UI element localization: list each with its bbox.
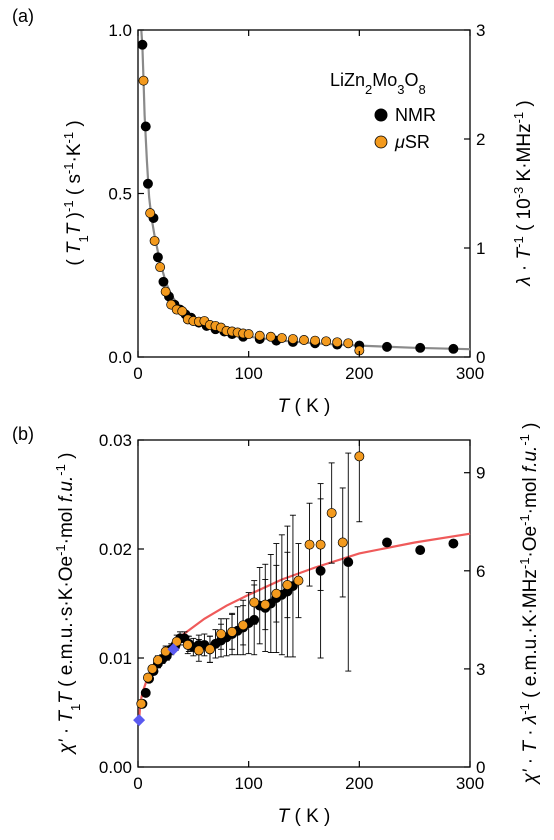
diamond-marker [167, 643, 180, 656]
fit-curve [138, 532, 471, 722]
legend-nmr-label: NMR [395, 105, 436, 125]
nmr-point [343, 557, 354, 568]
nmr-point [382, 537, 392, 548]
musr-point [254, 330, 265, 341]
y-tick-label-right: 3 [476, 21, 485, 40]
nmr-point [137, 39, 148, 50]
nmr-point [152, 252, 163, 263]
panel-b-label: (b) [12, 424, 34, 444]
nmr-point [315, 565, 326, 576]
y-tick-label-right: 3 [476, 660, 485, 679]
musr-point [145, 208, 156, 219]
musr-point [282, 580, 293, 590]
musr-point [138, 75, 149, 86]
panel-a-ylabel-right: λ · T-1 ( 10-3 K·MHz-1 ) [511, 100, 536, 287]
musr-point [152, 655, 163, 666]
musr-point [171, 636, 182, 647]
musr-point [160, 286, 171, 297]
y-tick-label-right: 6 [476, 562, 485, 581]
nmr-point [415, 545, 426, 556]
y-tick-label-right: 2 [476, 130, 485, 149]
musr-point [310, 335, 321, 346]
x-tick-label: 300 [456, 364, 484, 383]
y-tick-label-right: 9 [476, 464, 485, 483]
y-tick-label-left: 0.03 [99, 431, 132, 450]
x-tick-label: 0 [133, 364, 142, 383]
musr-point [271, 588, 282, 599]
musr-point [304, 539, 315, 550]
y-tick-label-left: 0.01 [99, 649, 132, 668]
nmr-point [415, 342, 426, 353]
y-tick-label-left: 0.02 [99, 540, 132, 559]
fit-curve [140, 29, 471, 351]
musr-point [182, 639, 193, 650]
panel-b-ylabel-left: χ' · T1T ( e.m.u.·s·K·Oe-1·mol f.u.-1 ) [53, 453, 83, 756]
panel-a-label: (a) [12, 6, 34, 26]
panel-b-ylabel-right: χ' · T · λ-1 ( e.m.u.·K·MHz-1·Oe-1·mol f… [517, 423, 542, 786]
y-tick-label-left: 0.5 [108, 185, 132, 204]
musr-point [155, 262, 166, 273]
musr-point [243, 329, 254, 340]
legend-musr-label: μSR [394, 132, 430, 152]
musr-point [238, 620, 249, 631]
x-tick-label: 300 [456, 774, 484, 793]
musr-point [265, 331, 276, 342]
nmr-point [249, 614, 260, 625]
nmr-point [140, 687, 151, 698]
diamond-marker [133, 714, 146, 727]
musr-point [354, 451, 365, 462]
musr-point [143, 672, 153, 683]
musr-point [204, 644, 215, 655]
y-tick-label-left: 1.0 [108, 21, 132, 40]
y-tick-label-right: 1 [476, 239, 485, 258]
musr-point [136, 698, 147, 709]
nmr-point [382, 341, 392, 352]
musr-point [337, 537, 348, 548]
musr-point [332, 337, 343, 348]
panel-a-frame [137, 29, 471, 358]
musr-point [177, 306, 188, 317]
musr-point [249, 597, 260, 608]
nmr-point [158, 276, 169, 287]
musr-point [276, 333, 287, 343]
x-tick-label: 200 [345, 774, 373, 793]
musr-point [343, 338, 354, 349]
compound-annotation: LiZn2Mo3O8 [330, 70, 426, 97]
nmr-point [140, 121, 151, 132]
panel-a-ylabel-left: ( T1T )-1 ( s-1·K-1 ) [61, 120, 91, 265]
x-tick-label: 100 [234, 364, 262, 383]
y-tick-label-right: 0 [476, 348, 485, 367]
legend-nmr-marker [374, 108, 388, 122]
nmr-point [143, 178, 153, 189]
musr-point [260, 599, 271, 610]
legend-musr-marker [374, 135, 388, 149]
panel-b-xlabel: T ( K ) [278, 806, 331, 827]
musr-point [287, 334, 298, 344]
x-tick-label: 0 [133, 774, 142, 793]
y-tick-label-left: 0.0 [108, 348, 132, 367]
panel-b-frame [137, 439, 471, 768]
musr-point [216, 629, 226, 639]
musr-point [227, 626, 238, 637]
y-tick-label-right: 0 [476, 758, 485, 777]
nmr-point [448, 538, 459, 549]
musr-point [299, 335, 309, 345]
panel-b: (b) 0 100 200 300 0.00 0.01 0.02 0.03 0 3 6 9 T ( K… [12, 423, 541, 828]
musr-point [147, 663, 158, 674]
y-tick-label-left: 0.00 [99, 758, 132, 777]
musr-point [293, 575, 304, 586]
x-tick-label: 200 [345, 364, 373, 383]
x-tick-label: 100 [234, 774, 262, 793]
musr-point [326, 508, 337, 518]
musr-point [315, 539, 326, 550]
musr-point [149, 235, 160, 246]
musr-point [193, 645, 204, 656]
panel-a-xlabel: T ( K ) [278, 396, 331, 417]
musr-point [321, 336, 332, 347]
nmr-point [448, 343, 459, 354]
panel-a: (a) 0 100 200 300 0.0 0.5 1.0 0 1 2 3 LiZn2Mo3O8 N… [12, 6, 535, 417]
